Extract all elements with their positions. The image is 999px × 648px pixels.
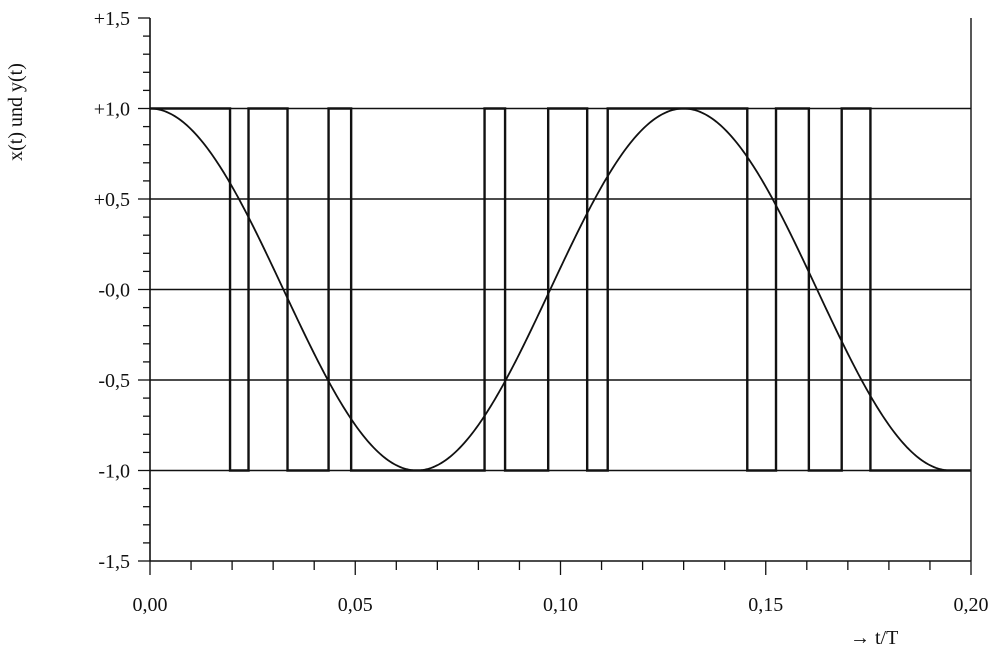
x-tick-label: 0,05: [338, 594, 373, 616]
y-tick-label: +1,0: [94, 99, 130, 121]
tick-marks: [138, 17, 972, 575]
y-tick-label: -1,5: [98, 551, 130, 573]
x-tick-label: 0,00: [133, 594, 168, 616]
x-tick-label: 0,20: [954, 594, 989, 616]
x-tick-labels: 0,00 0,05 0,10 0,15 0,20: [133, 594, 989, 616]
y-tick-label: -1,0: [98, 461, 130, 483]
x-axis-title: → t/T: [850, 627, 898, 648]
step-signal-line: [150, 107, 971, 472]
y-tick-label: -0,5: [98, 370, 130, 392]
y-tick-label: -0,0: [98, 280, 130, 302]
y-tick-label: +0,5: [94, 189, 130, 211]
gridlines: [150, 107, 971, 472]
x-tick-label: 0,10: [543, 594, 578, 616]
y-tick-labels: +1,5 +1,0 +0,5 -0,0 -0,5 -1,0 -1,5: [94, 8, 130, 573]
x-tick-label: 0,15: [748, 594, 783, 616]
y-tick-label: +1,5: [94, 8, 130, 30]
y-axis-title: x(t) und y(t): [5, 63, 27, 161]
cosine-signal-line: [149, 107, 971, 472]
